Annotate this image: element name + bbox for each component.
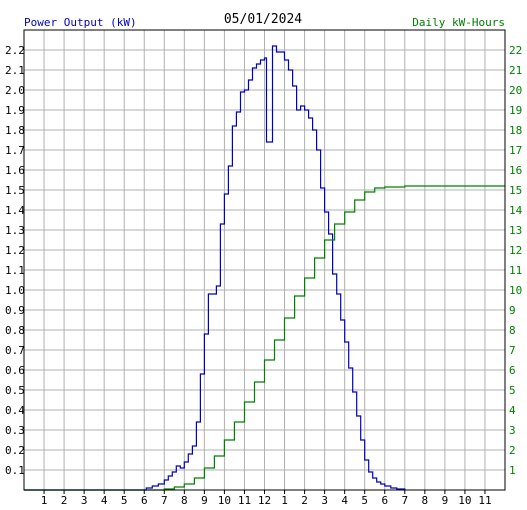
- right-tick-label: 13: [509, 224, 522, 237]
- left-axis-label: Power Output (kW): [24, 16, 137, 29]
- x-tick-label: 2: [301, 494, 308, 507]
- left-tick-label: 2.2: [5, 44, 25, 57]
- left-tick-label: 1.6: [5, 164, 25, 177]
- x-tick-label: 1: [281, 494, 288, 507]
- x-tick-label: 8: [181, 494, 188, 507]
- left-tick-label: 1.3: [5, 224, 25, 237]
- grid-lines: [24, 30, 505, 490]
- chart-title: 05/01/2024: [224, 12, 302, 27]
- left-tick-label: 0.1: [5, 464, 25, 477]
- x-tick-label: 3: [321, 494, 328, 507]
- right-tick-label: 20: [509, 84, 522, 97]
- left-tick-label: 1.7: [5, 144, 25, 157]
- right-tick-label: 19: [509, 104, 522, 117]
- x-tick-label: 1: [41, 494, 48, 507]
- left-tick-label: 1.2: [5, 244, 25, 257]
- right-tick-label: 12: [509, 244, 522, 257]
- left-tick-label: 0.4: [5, 404, 25, 417]
- power-series-line: [24, 45, 406, 491]
- right-tick-label: 5: [509, 384, 516, 397]
- right-tick-label: 7: [509, 344, 516, 357]
- x-tick-label: 11: [478, 494, 491, 507]
- energy-series-line: [24, 185, 505, 491]
- right-tick-label: 11: [509, 264, 522, 277]
- left-tick-label: 1.1: [5, 264, 25, 277]
- x-tick-label: 4: [341, 494, 348, 507]
- right-axis-label: Daily kW-Hours: [412, 16, 505, 29]
- right-tick-label: 22: [509, 44, 522, 57]
- right-tick-label: 21: [509, 64, 522, 77]
- right-tick-label: 17: [509, 144, 522, 157]
- x-tick-label: 6: [141, 494, 148, 507]
- x-tick-label: 11: [238, 494, 251, 507]
- x-tick-label: 12: [258, 494, 271, 507]
- left-tick-label: 0.7: [5, 344, 25, 357]
- left-tick-label: 2.1: [5, 64, 25, 77]
- right-tick-label: 16: [509, 164, 522, 177]
- left-tick-label: 0.8: [5, 324, 25, 337]
- left-tick-label: 0.9: [5, 304, 25, 317]
- left-axis-ticks: 0.1 0.2 0.3 0.4 0.5 0.6 0.7 0.8 0.9 1.0 1.1 1.2 1.3 1…: [5, 44, 25, 477]
- left-tick-label: 1.0: [5, 284, 25, 297]
- x-axis-ticks: 1 2 3 4 5 6 7 8 9 10 11 12 1 2 3 4 5 6 7 8 9 10 11: [41, 490, 492, 507]
- left-tick-label: 1.9: [5, 104, 25, 117]
- left-tick-label: 1.4: [5, 204, 25, 217]
- left-tick-label: 0.3: [5, 424, 25, 437]
- right-tick-label: 6: [509, 364, 516, 377]
- right-tick-label: 8: [509, 324, 516, 337]
- right-tick-label: 2: [509, 444, 516, 457]
- right-tick-label: 9: [509, 304, 516, 317]
- left-tick-label: 2.0: [5, 84, 25, 97]
- x-tick-label: 5: [361, 494, 368, 507]
- plot-frame: [23, 29, 506, 491]
- right-tick-label: 15: [509, 184, 522, 197]
- x-tick-label: 9: [442, 494, 449, 507]
- x-tick-label: 2: [61, 494, 68, 507]
- x-tick-label: 5: [121, 494, 128, 507]
- left-tick-label: 1.5: [5, 184, 25, 197]
- right-tick-label: 3: [509, 424, 516, 437]
- left-tick-label: 1.8: [5, 124, 25, 137]
- x-tick-label: 7: [161, 494, 168, 507]
- left-tick-label: 0.6: [5, 364, 25, 377]
- series-group: [24, 45, 505, 491]
- x-tick-label: 4: [101, 494, 108, 507]
- x-tick-label: 7: [401, 494, 408, 507]
- right-tick-label: 14: [509, 204, 523, 217]
- x-tick-label: 3: [81, 494, 88, 507]
- right-tick-label: 1: [509, 464, 516, 477]
- x-tick-label: 9: [201, 494, 208, 507]
- x-tick-label: 10: [218, 494, 231, 507]
- right-tick-label: 10: [509, 284, 522, 297]
- x-tick-label: 8: [422, 494, 429, 507]
- left-tick-label: 0.5: [5, 384, 25, 397]
- right-tick-label: 4: [509, 404, 516, 417]
- x-tick-label: 10: [458, 494, 471, 507]
- x-tick-label: 6: [381, 494, 388, 507]
- right-tick-label: 18: [509, 124, 522, 137]
- left-tick-label: 0.2: [5, 444, 25, 457]
